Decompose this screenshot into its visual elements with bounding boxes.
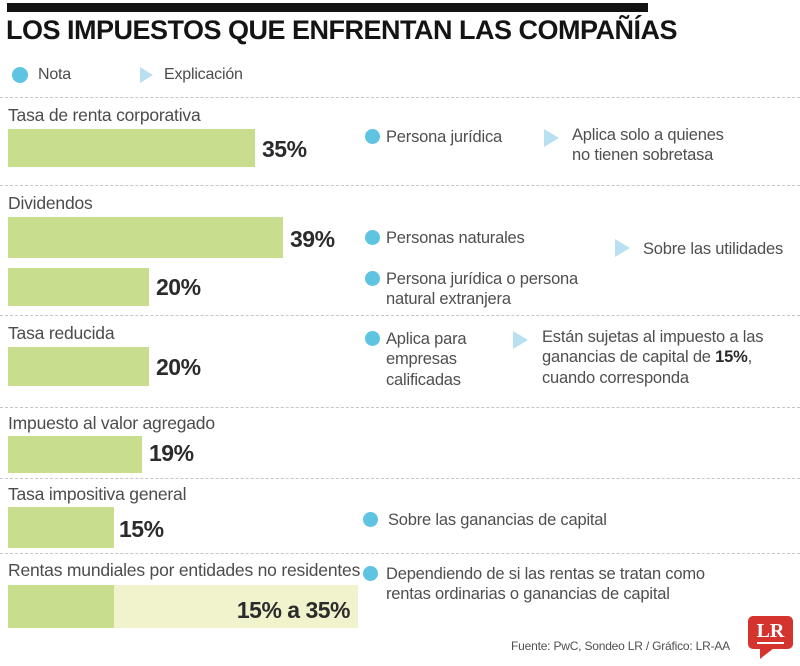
nota-text: Personas naturales xyxy=(386,229,525,247)
lr-logo: LR xyxy=(748,616,793,649)
explicacion-text: Están sujetas al impuesto a las ganancia… xyxy=(542,327,780,388)
bar-35pct xyxy=(8,129,255,167)
nota-dot-icon xyxy=(363,512,378,527)
nota-text: Sobre las ganancias de capital xyxy=(388,511,607,529)
bar-39pct xyxy=(8,217,283,258)
explicacion-triangle-icon xyxy=(513,331,528,349)
nota-text: Persona jurídica xyxy=(386,128,503,146)
bar-15pct xyxy=(8,507,114,548)
range-bar-label: 15% a 35% xyxy=(236,597,351,623)
category-label: Tasa reducida xyxy=(8,323,115,343)
range-bar-min-segment xyxy=(8,585,114,628)
explicacion-text-bold: 15% xyxy=(715,348,748,367)
nota-dot-icon xyxy=(363,566,378,581)
category-label: Rentas mundiales por entidades no reside… xyxy=(8,560,361,580)
explicacion-triangle-icon xyxy=(140,67,153,83)
range-bar-15-35pct: 15% a 35% xyxy=(8,585,358,628)
legend-label-explicacion: Explicación xyxy=(164,66,243,83)
bar-19pct xyxy=(8,436,142,473)
bar-value-label: 19% xyxy=(149,440,194,466)
explicacion-triangle-icon xyxy=(544,129,559,147)
explicacion-text-before: Están sujetas al impuesto a las ganancia… xyxy=(542,328,764,367)
lr-logo-tail xyxy=(760,648,774,659)
category-label: Impuesto al valor agregado xyxy=(8,413,215,433)
nota-dot-icon xyxy=(12,67,28,83)
row-rentas-mundiales: Rentas mundiales por entidades no reside… xyxy=(0,553,800,633)
row-tasa-reducida: Tasa reducida 20% Aplica para empresas c… xyxy=(0,315,800,408)
row-tasa-renta-corporativa: Tasa de renta corporativa 35% Persona ju… xyxy=(0,97,800,186)
nota-text: Persona jurídica o persona natural extra… xyxy=(386,270,579,309)
explicacion-text-after: , cuando corresponda xyxy=(542,348,752,387)
explicacion-text: Aplica solo a quienes no tienen sobretas… xyxy=(572,126,724,165)
category-label: Dividendos xyxy=(8,193,93,213)
row-impuesto-valor-agregado: Impuesto al valor agregado 19% xyxy=(0,407,800,479)
source-credit: Fuente: PwC, Sondeo LR / Gráfico: LR-AA xyxy=(511,639,730,653)
bar-value-label: 35% xyxy=(262,136,307,162)
bar-20pct xyxy=(8,347,149,386)
nota-dot-icon xyxy=(365,331,380,346)
bar-value-label: 15% xyxy=(119,516,164,542)
nota-dot-icon xyxy=(365,230,380,245)
explicacion-triangle-icon xyxy=(615,239,630,257)
nota-dot-icon xyxy=(365,129,380,144)
explicacion-text: Sobre las utilidades xyxy=(643,240,784,258)
category-label: Tasa de renta corporativa xyxy=(8,105,201,125)
top-black-bar xyxy=(7,3,648,12)
nota-text: Dependiendo de si las rentas se tratan c… xyxy=(386,565,705,604)
bar-value-label: 39% xyxy=(290,226,335,252)
page-title: LOS IMPUESTOS QUE ENFRENTAN LAS COMPAÑÍA… xyxy=(6,15,678,45)
range-bar-max-segment: 15% a 35% xyxy=(114,585,358,628)
bar-value-label: 20% xyxy=(156,274,201,300)
bar-20pct xyxy=(8,268,149,306)
row-dividendos: Dividendos 39% 20% Personas naturales Pe… xyxy=(0,185,800,316)
nota-text: Aplica para empresas calificadas xyxy=(386,330,467,389)
row-tasa-impositiva-general: Tasa impositiva general 15% Sobre las ga… xyxy=(0,478,800,554)
bar-value-label: 20% xyxy=(156,354,201,380)
legend-label-nota: Nota xyxy=(38,66,71,83)
category-label: Tasa impositiva general xyxy=(8,484,187,504)
nota-dot-icon xyxy=(365,271,380,286)
lr-logo-text: LR xyxy=(756,620,785,644)
